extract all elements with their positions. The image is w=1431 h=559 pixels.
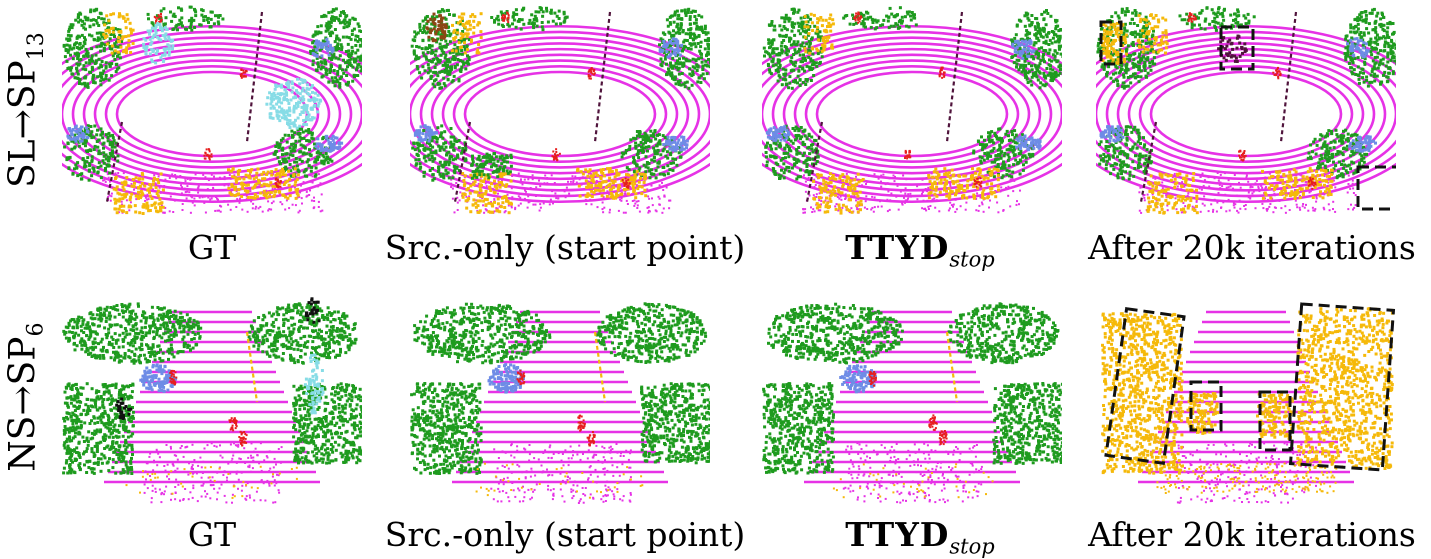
panel-r1-20k [1096, 2, 1396, 217]
row-2-label-sub: 6 [24, 322, 50, 337]
pointcloud-r2-gt [62, 297, 362, 504]
caption-r2-ttyd: TTYDstop [845, 515, 995, 559]
panel-r2-ttyd [762, 292, 1062, 507]
caption-r1-ttyd: TTYDstop [845, 228, 995, 272]
panel-r1-gt [62, 2, 362, 217]
pointcloud-r2-src [410, 302, 710, 504]
panel-r2-20k [1096, 292, 1396, 507]
caption-r1-20k: After 20k iterations [1088, 228, 1416, 267]
row-2-label-main: NS→SP [2, 336, 44, 472]
caption-r1-src: Src.-only (start point) [384, 228, 746, 267]
pointcloud-r1-gt [62, 5, 362, 215]
row-label-2: NS→SP6 [0, 292, 52, 502]
caption-r2-src: Src.-only (start point) [384, 515, 746, 554]
pointcloud-r2-ttyd [762, 302, 1062, 504]
pointcloud-r1-src [410, 6, 710, 215]
panel-r1-src [410, 2, 710, 217]
pointcloud-r1-ttyd [762, 6, 1062, 215]
panel-r1-ttyd [762, 2, 1062, 217]
caption-r2-20k: After 20k iterations [1088, 515, 1416, 554]
caption-r2-gt: GT [187, 515, 237, 554]
row-1-label-main: SL→SP [2, 60, 44, 188]
panel-r2-src [410, 292, 710, 507]
caption-r1-gt: GT [187, 228, 237, 267]
pointcloud-r2-20k [1101, 302, 1396, 504]
row-1-label-sub: 13 [24, 32, 50, 61]
pointcloud-r1-20k [1096, 6, 1396, 215]
panel-r2-gt [62, 292, 362, 507]
row-label-1: SL→SP13 [0, 5, 52, 215]
